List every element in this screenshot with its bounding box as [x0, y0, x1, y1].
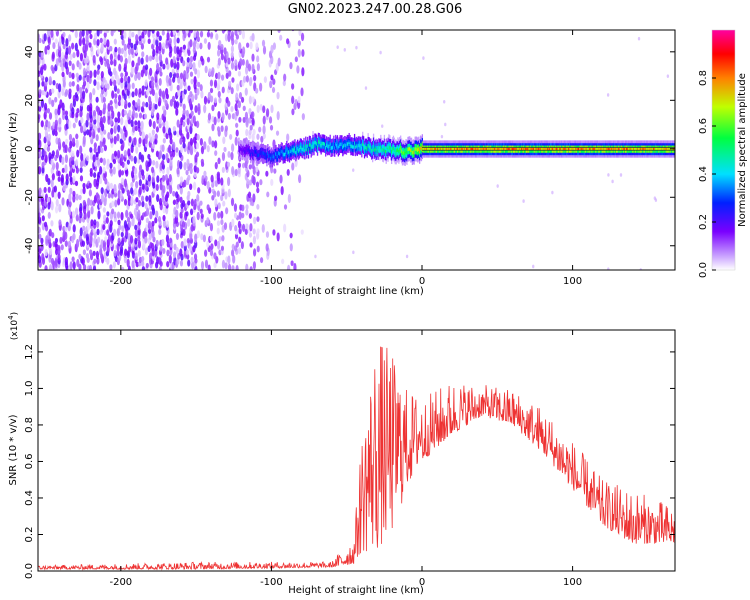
snr-ytick-label: 0.4	[24, 490, 35, 506]
colorbar-tick-label: 0.2	[698, 214, 709, 230]
snr-ytick-label: 0.0	[24, 563, 35, 579]
spectrogram-ytick-label: 40	[24, 45, 35, 58]
snr-ylabel: SNR (10 * v/v)	[8, 414, 19, 485]
snr-series-line	[38, 346, 675, 571]
snr-xtick-label: -100	[260, 577, 283, 588]
spectrogram-ylabel: Frequency (Hz)	[8, 112, 19, 188]
colorbar-gradient	[712, 30, 735, 270]
spectrogram-xtick-label: 100	[563, 276, 582, 287]
spectrogram-ytick-label: -40	[24, 238, 35, 254]
snr-ytick-label: 1.2	[24, 344, 35, 360]
spectrogram-ytick-label: -20	[24, 189, 35, 205]
colorbar-tick-label: 0.0	[698, 262, 709, 278]
figure-title: GN02.2023.247.00.28.G06	[287, 2, 463, 17]
snr-scale-label: (x104)	[7, 312, 20, 340]
colorbar-tick-label: 0.6	[698, 118, 709, 134]
snr-xlabel: Height of straight line (km)	[288, 585, 424, 596]
snr-ytick-label: 1.0	[24, 380, 35, 396]
snr-frame	[37, 329, 676, 572]
colorbar-tick-label: 0.8	[698, 70, 709, 86]
spectrogram-ytick-label: 0	[24, 146, 35, 152]
spectrogram-heatmap	[38, 30, 675, 270]
colorbar: 0.0 0.2 0.4 0.6 0.8 Normalized spectral ampl…	[698, 29, 748, 278]
spectrogram-xtick-label: 0	[419, 276, 425, 287]
snr-xtick-label: -200	[109, 577, 132, 588]
snr-xtick-label: 0	[419, 577, 425, 588]
snr-xtick-label: 100	[563, 577, 582, 588]
colorbar-label: Normalized spectral amplitude	[737, 73, 748, 227]
spectrogram-xtick-label: -200	[109, 276, 132, 287]
spectrogram-ytick-label: 20	[24, 94, 35, 107]
snr-ytick-label: 0.8	[24, 417, 35, 433]
spectrogram-xlabel: Height of straight line (km)	[288, 286, 424, 297]
colorbar-tick-label: 0.4	[698, 166, 709, 182]
spectrogram-xtick-label: -100	[260, 276, 283, 287]
snr-panel: -200 -100 0 100 0.0 0.2 0.4 0.6 0.8 1.0 1.2 Height…	[7, 312, 676, 596]
spectrogram-frame	[37, 29, 676, 271]
snr-ytick-label: 0.2	[24, 527, 35, 543]
snr-ytick-label: 0.6	[24, 454, 35, 470]
